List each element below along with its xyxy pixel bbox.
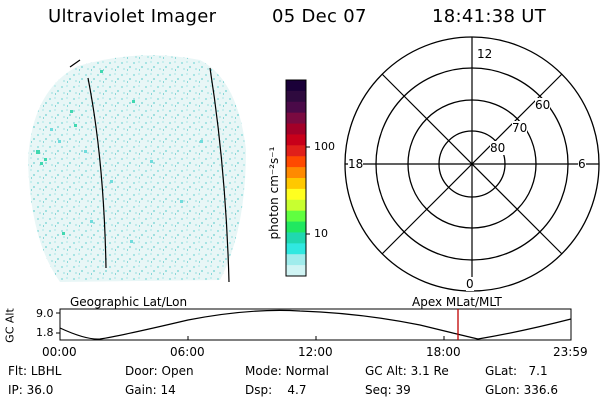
track-x-tick-0600: 06:00: [170, 345, 205, 359]
mlt-label-0: 0: [466, 277, 474, 291]
meridian-line-left: [87, 77, 107, 269]
track-frame: [59, 308, 572, 341]
info-seq: Seq: 39: [365, 383, 411, 397]
track-x-tick-1800: 18:00: [426, 345, 461, 359]
track-left-title: Geographic Lat/Lon: [70, 295, 188, 309]
info-glon: GLon: 336.6: [485, 383, 558, 397]
color-bar-cell: [286, 156, 306, 168]
color-bar-cell: [286, 178, 306, 190]
track-right-title: Apex MLat/MLT: [412, 295, 502, 309]
color-bar-cell: [286, 90, 306, 103]
info-mode: Mode: Normal: [245, 364, 329, 378]
meridian-line-right: [209, 67, 230, 283]
track-x-tick-2359: 23:59: [553, 345, 588, 359]
info-gain: Gain: 14: [125, 383, 176, 397]
track-y-tick-1-8: 1.8: [36, 326, 54, 339]
info-dsp: Dsp: 4.7: [245, 383, 307, 397]
lat-label-80: 80: [490, 141, 506, 155]
mlt-label-18: 18: [348, 157, 364, 171]
color-bar-cell: [286, 112, 306, 125]
mlt-label-12: 12: [476, 47, 494, 61]
info-filter: Flt: LBHL: [8, 364, 62, 378]
color-bar-label-10: 10: [314, 227, 328, 240]
color-bar-label-100: 100: [314, 140, 335, 153]
instrument-title: Ultraviolet Imager: [48, 6, 217, 27]
track-x-tick-0000: 00:00: [42, 345, 77, 359]
color-bar-cell: [286, 188, 306, 201]
color-bar-cell: [286, 243, 306, 255]
lat-label-70: 70: [512, 121, 528, 135]
color-bar-cell: [286, 199, 306, 212]
color-bar-cell: [286, 210, 306, 223]
color-bar-cell: [286, 254, 306, 266]
color-bar-cell: [286, 221, 306, 233]
altitude-curve: [59, 309, 572, 340]
color-bar-cell: [286, 101, 306, 114]
observation-time: 18:41:38 UT: [432, 6, 547, 27]
lat-label-60: 60: [535, 98, 551, 112]
track-y-tick-9: 9.0: [36, 307, 54, 320]
track-x-tick-1200: 12:00: [298, 345, 333, 359]
color-bar-frame: [285, 79, 307, 277]
info-glat: GLat: 7.1: [485, 364, 548, 378]
mlt-label-6: 6: [578, 157, 586, 171]
info-gc-alt: GC Alt: 3.1 Re: [365, 364, 449, 378]
color-bar-cell: [286, 134, 306, 146]
info-door: Door: Open: [125, 364, 194, 378]
color-bar-cell: [286, 80, 306, 92]
polar-diagonal-2: [381, 73, 563, 255]
color-bar-cell: [286, 145, 306, 157]
color-bar-cell: [286, 167, 306, 179]
observation-date: 05 Dec 07: [272, 6, 367, 27]
color-bar-cell: [286, 123, 306, 135]
meridian-line-stub: [69, 59, 81, 68]
emission-field: [28, 55, 246, 283]
color-bar-cell: [286, 265, 306, 277]
info-ip: IP: 36.0: [8, 383, 54, 397]
color-bar-cell: [286, 232, 306, 244]
